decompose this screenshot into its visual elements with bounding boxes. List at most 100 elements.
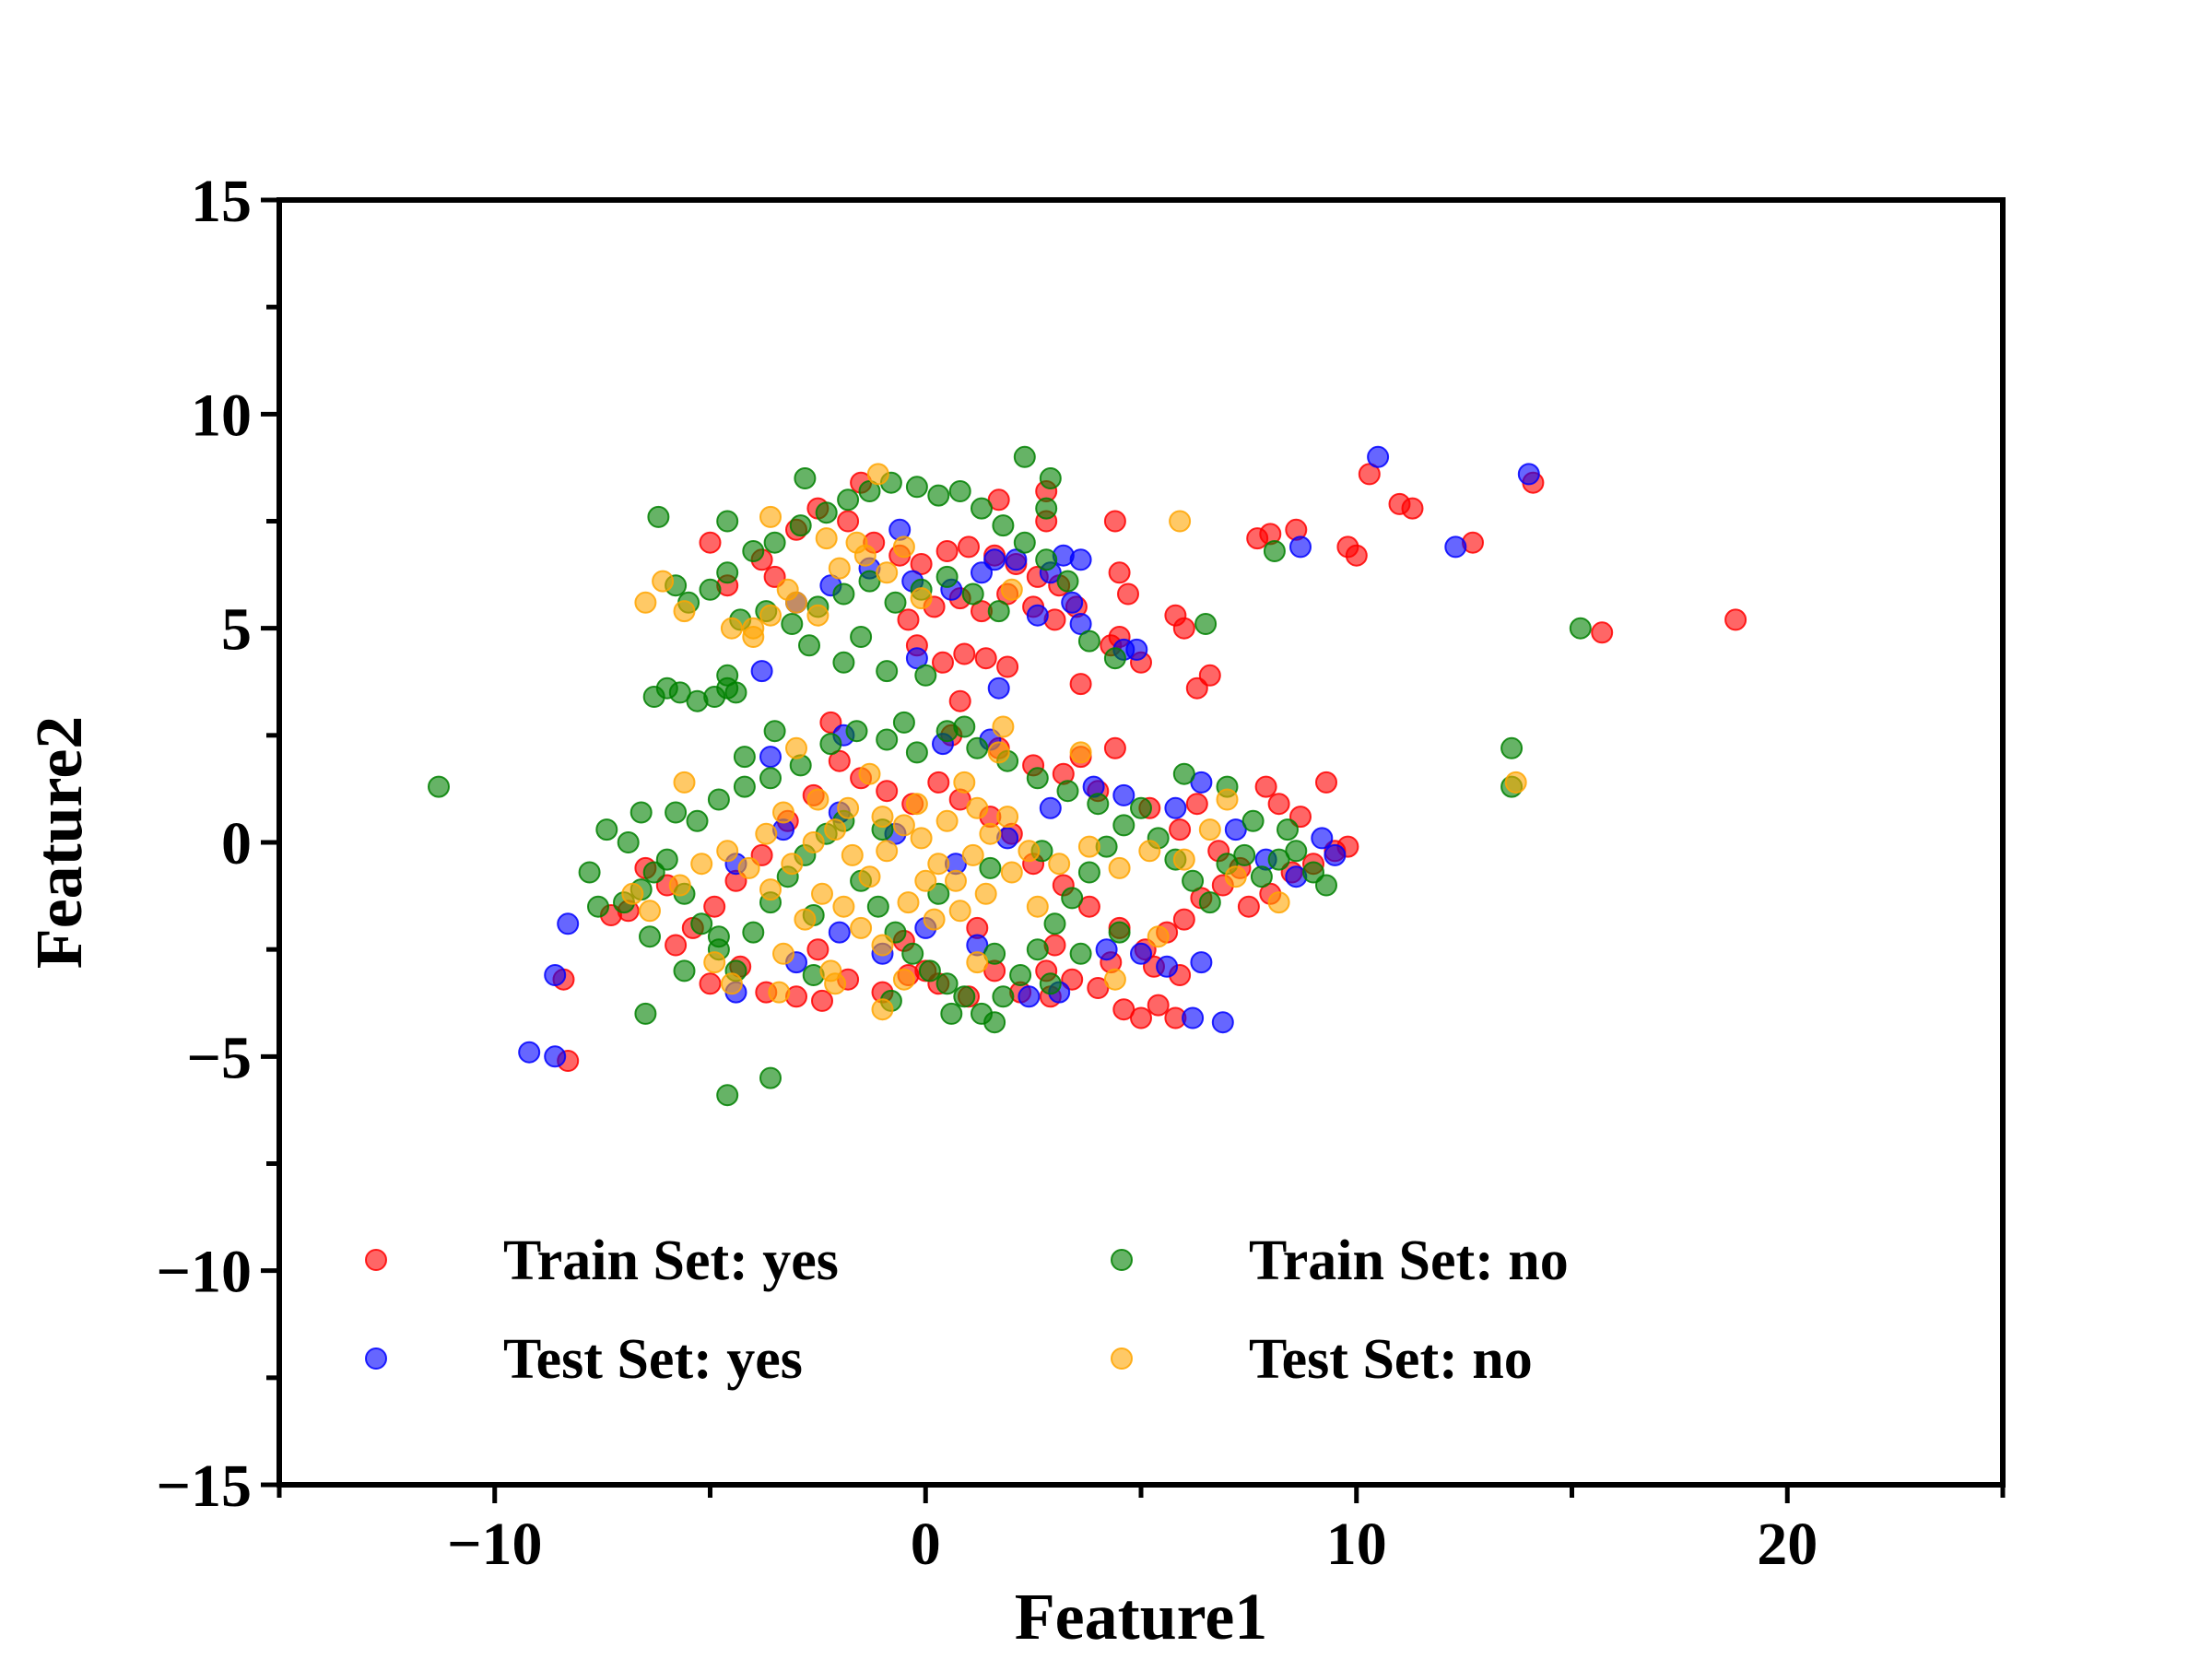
- data-point: [914, 664, 937, 687]
- data-point: [992, 514, 1015, 537]
- data-point: [927, 484, 950, 507]
- data-point: [617, 831, 640, 853]
- data-point: [1233, 843, 1256, 866]
- data-point: [742, 921, 765, 944]
- data-point: [1198, 891, 1221, 914]
- data-point: [866, 463, 889, 486]
- data-point: [789, 514, 812, 537]
- data-point: [639, 925, 661, 948]
- data-point: [707, 788, 730, 811]
- data-point: [1289, 535, 1312, 559]
- data-point: [1147, 925, 1170, 948]
- y-tick-label: −10: [156, 1239, 252, 1306]
- data-point: [1198, 818, 1221, 841]
- data-point: [665, 934, 688, 957]
- data-point: [1500, 736, 1524, 759]
- data-point: [811, 882, 833, 905]
- data-point: [1069, 942, 1092, 965]
- data-point: [544, 1045, 567, 1068]
- legend-marker: [365, 1249, 387, 1271]
- data-point: [673, 771, 696, 794]
- data-point: [1250, 865, 1273, 888]
- data-point: [1194, 613, 1218, 635]
- data-point: [1216, 788, 1239, 811]
- data-point: [1569, 617, 1592, 640]
- data-point: [987, 741, 1010, 764]
- data-point: [983, 942, 1006, 965]
- data-point: [716, 664, 739, 687]
- data-point: [668, 874, 691, 897]
- y-tick-label: −15: [156, 1453, 252, 1520]
- data-point: [690, 853, 713, 876]
- data-point: [1254, 775, 1277, 798]
- data-point: [1108, 561, 1131, 584]
- legend-item-test-set-yes: Test Set: yes: [365, 1328, 803, 1391]
- data-points: [428, 445, 1747, 1107]
- data-point: [1077, 629, 1100, 653]
- data-point: [1267, 793, 1290, 816]
- data-point: [1103, 736, 1126, 759]
- data-point: [828, 921, 851, 944]
- data-point: [876, 660, 899, 683]
- data-point: [987, 600, 1010, 623]
- data-point: [1061, 591, 1084, 614]
- data-point: [992, 985, 1015, 1008]
- data-point: [1056, 570, 1079, 593]
- data-point: [1087, 977, 1110, 999]
- data-point: [1172, 617, 1195, 640]
- data-point: [737, 856, 760, 879]
- legend-item-test-set-no: Test Set: no: [1111, 1328, 1533, 1391]
- data-point: [983, 1011, 1006, 1034]
- data-point: [776, 578, 799, 601]
- data-point: [699, 531, 722, 554]
- data-point: [901, 942, 924, 965]
- data-point: [819, 733, 842, 756]
- data-point: [621, 882, 644, 905]
- data-point: [1103, 510, 1126, 533]
- data-point: [1345, 544, 1368, 567]
- data-point: [824, 972, 847, 995]
- data-point: [1185, 793, 1208, 816]
- data-point: [897, 608, 920, 631]
- data-point: [1289, 806, 1312, 829]
- data-point: [1026, 938, 1049, 961]
- data-point: [802, 831, 825, 853]
- data-point: [1103, 647, 1126, 670]
- data-point: [703, 895, 726, 918]
- data-point: [544, 964, 567, 986]
- data-point: [935, 809, 959, 832]
- data-point: [785, 736, 807, 759]
- data-point: [876, 561, 899, 584]
- data-point: [794, 467, 817, 489]
- data-point: [845, 720, 868, 743]
- data-point: [948, 689, 971, 712]
- data-point: [1043, 912, 1066, 935]
- data-point: [910, 553, 933, 575]
- y-axis-label: Feature2: [22, 716, 96, 970]
- data-point: [759, 767, 782, 790]
- data-point: [699, 972, 722, 995]
- data-point: [832, 651, 855, 674]
- data-point: [1311, 827, 1334, 850]
- data-point: [781, 613, 804, 635]
- data-point: [858, 762, 881, 785]
- data-point: [892, 535, 915, 559]
- data-point: [699, 578, 722, 601]
- data-point: [1315, 771, 1337, 794]
- data-point: [905, 476, 928, 499]
- data-point: [665, 801, 688, 824]
- data-point: [858, 865, 881, 888]
- data-point: [983, 548, 1006, 571]
- data-point: [668, 681, 691, 704]
- data-point: [578, 861, 601, 884]
- data-point: [858, 570, 881, 593]
- legend-label: Test Set: no: [1249, 1328, 1533, 1391]
- data-point: [1087, 793, 1110, 816]
- data-point: [1138, 840, 1161, 863]
- data-point: [759, 505, 782, 528]
- data-point: [1000, 578, 1023, 601]
- data-point: [1039, 467, 1062, 489]
- data-point: [992, 715, 1015, 738]
- data-point: [1005, 548, 1028, 571]
- data-point: [755, 822, 778, 845]
